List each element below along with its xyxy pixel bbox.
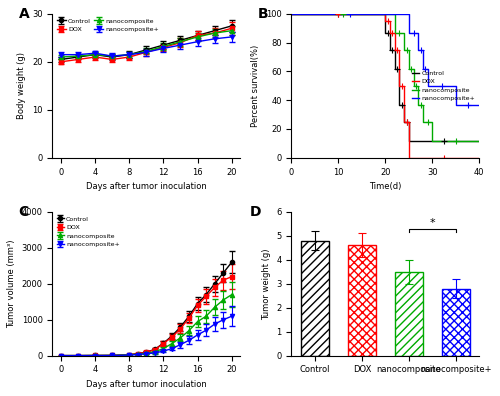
Control — [387, 48, 393, 52]
nanocomposite — [406, 66, 412, 71]
nanocomposite — [430, 120, 436, 124]
Legend: Control, DOX, nanocomposite, nanocomposite+: Control, DOX, nanocomposite, nanocomposi… — [56, 17, 160, 33]
DOX — [396, 84, 402, 88]
nanocomposite — [415, 84, 421, 88]
DOX — [392, 48, 398, 52]
nanocomposite+ — [415, 30, 421, 35]
DOX — [392, 30, 398, 35]
DOX — [387, 30, 393, 35]
DOX — [406, 155, 412, 160]
DOX — [476, 155, 482, 160]
X-axis label: Days after tumor inoculation: Days after tumor inoculation — [86, 380, 206, 389]
Control — [476, 138, 482, 143]
DOX — [401, 84, 407, 88]
Text: A: A — [18, 7, 30, 21]
DOX — [396, 48, 402, 52]
nanocomposite+ — [406, 30, 412, 35]
Control — [382, 11, 388, 16]
nanocomposite — [420, 120, 426, 124]
nanocomposite — [288, 11, 294, 16]
Control — [392, 48, 398, 52]
DOX — [387, 19, 393, 23]
Y-axis label: Tumor weight (g): Tumor weight (g) — [262, 248, 271, 320]
nanocomposite — [406, 48, 412, 52]
nanocomposite+ — [420, 48, 426, 52]
Text: *: * — [430, 218, 435, 228]
nanocomposite+ — [288, 11, 294, 16]
nanocomposite+ — [420, 66, 426, 71]
nanocomposite — [392, 30, 398, 35]
Control — [387, 30, 393, 35]
nanocomposite+ — [424, 84, 430, 88]
nanocomposite — [476, 138, 482, 143]
Control — [406, 120, 412, 124]
Bar — [348, 246, 376, 356]
nanocomposite+ — [453, 84, 459, 88]
nanocomposite — [410, 66, 416, 71]
Bar — [301, 241, 329, 356]
DOX — [288, 11, 294, 16]
Control — [288, 11, 294, 16]
Control — [382, 30, 388, 35]
nanocomposite — [410, 84, 416, 88]
X-axis label: Time(d): Time(d) — [369, 182, 402, 191]
Bar — [442, 289, 470, 356]
Y-axis label: Body weight (g): Body weight (g) — [18, 52, 26, 119]
nanocomposite — [401, 30, 407, 35]
Text: B: B — [258, 7, 268, 21]
nanocomposite+ — [415, 48, 421, 52]
nanocomposite — [401, 48, 407, 52]
Control — [392, 66, 398, 71]
Control — [401, 102, 407, 107]
Legend: Control, DOX, nanocomposite, nanocomposite+: Control, DOX, nanocomposite, nanocomposi… — [56, 215, 121, 248]
DOX — [401, 120, 407, 124]
Control — [401, 120, 407, 124]
nanocomposite+ — [424, 66, 430, 71]
DOX — [406, 120, 412, 124]
nanocomposite+ — [476, 102, 482, 107]
nanocomposite — [420, 102, 426, 107]
Text: C: C — [18, 205, 29, 219]
Line: nanocomposite: nanocomposite — [292, 14, 480, 141]
Line: Control: Control — [292, 14, 480, 141]
Line: DOX: DOX — [292, 14, 480, 158]
nanocomposite — [430, 138, 436, 143]
nanocomposite+ — [453, 102, 459, 107]
Control — [396, 102, 402, 107]
Text: D: D — [250, 205, 262, 219]
nanocomposite+ — [406, 11, 412, 16]
Control — [406, 138, 412, 143]
nanocomposite — [415, 102, 421, 107]
nanocomposite — [392, 11, 398, 16]
Line: nanocomposite+: nanocomposite+ — [292, 14, 480, 105]
DOX — [382, 19, 388, 23]
Bar — [395, 272, 423, 356]
Y-axis label: Percent survival(%): Percent survival(%) — [252, 45, 260, 127]
Legend: Control, DOX, nanocomposite, nanocomposite+: Control, DOX, nanocomposite, nanocomposi… — [410, 69, 476, 103]
DOX — [382, 11, 388, 16]
Control — [396, 66, 402, 71]
Y-axis label: Tumor volume (mm³): Tumor volume (mm³) — [7, 240, 16, 328]
X-axis label: Days after tumor inoculation: Days after tumor inoculation — [86, 182, 206, 191]
